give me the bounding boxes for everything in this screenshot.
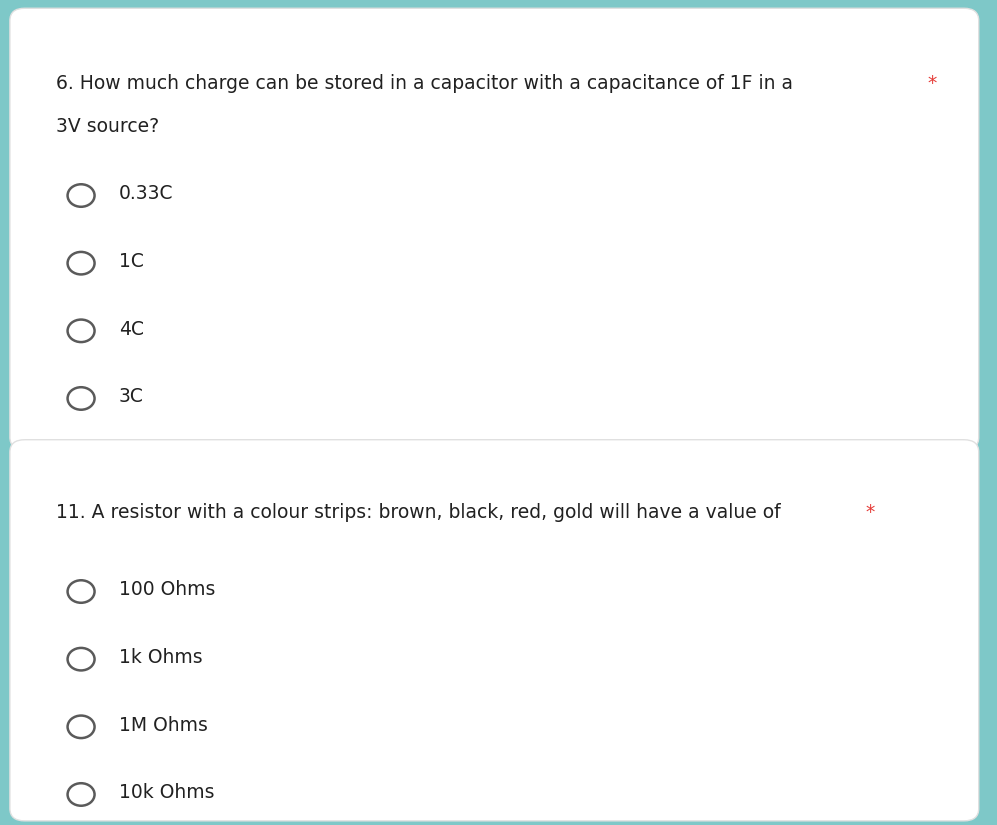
Text: 3V source?: 3V source? <box>57 117 160 136</box>
Text: *: * <box>860 503 875 522</box>
Text: 1M Ohms: 1M Ohms <box>119 715 207 735</box>
FancyBboxPatch shape <box>10 440 979 821</box>
Text: *: * <box>927 74 936 93</box>
Text: 0.33C: 0.33C <box>119 184 173 204</box>
Text: 11. A resistor with a colour strips: brown, black, red, gold will have a value o: 11. A resistor with a colour strips: bro… <box>57 503 781 522</box>
Text: 10k Ohms: 10k Ohms <box>119 783 214 803</box>
Text: 4C: 4C <box>119 319 144 339</box>
Text: 100 Ohms: 100 Ohms <box>119 580 215 600</box>
Text: 3C: 3C <box>119 387 144 407</box>
Text: 6. How much charge can be stored in a capacitor with a capacitance of 1F in a: 6. How much charge can be stored in a ca… <box>57 74 794 93</box>
Text: 1k Ohms: 1k Ohms <box>119 648 202 667</box>
Text: 1C: 1C <box>119 252 144 271</box>
FancyBboxPatch shape <box>10 8 979 450</box>
